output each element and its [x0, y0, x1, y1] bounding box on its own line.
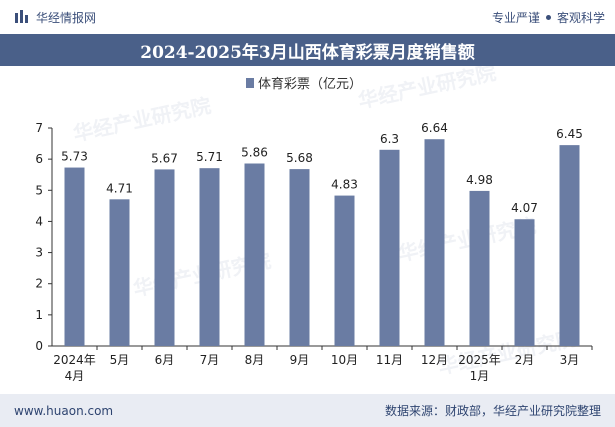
y-tick-label: 7	[35, 121, 43, 135]
x-tick-label: 11月	[376, 353, 403, 367]
bar-data-label: 6.45	[556, 127, 583, 141]
legend-swatch	[246, 78, 254, 88]
bar-data-label: 4.71	[106, 181, 133, 195]
bar	[334, 195, 355, 346]
bar-data-label: 5.71	[196, 150, 223, 164]
bars: 5.73 4.71 5.67 5.71 5.86 5.68 4.83 6.3 6.64 4.98 4…	[61, 121, 583, 346]
bar	[289, 169, 310, 346]
slogan-left: 专业严谨	[491, 10, 540, 25]
x-tick-label: 8月	[245, 353, 265, 367]
bar	[199, 168, 220, 346]
y-tick-label: 6	[35, 152, 43, 166]
bar-data-label: 4.98	[466, 173, 493, 187]
x-tick-label: 2024年 4月	[53, 353, 96, 383]
bar-data-label: 5.67	[151, 151, 178, 165]
bar	[244, 163, 265, 346]
bar-data-label: 4.83	[331, 178, 358, 192]
bar	[559, 145, 580, 346]
bar-data-label: 5.68	[286, 151, 313, 165]
brand-name: 华经情报网	[36, 10, 97, 25]
watermark: 华经产业研究院 华经产业研究院 华经产业研究院 华经产业研究院 华经产业研究院	[71, 66, 578, 379]
legend: 体育彩票（亿元）	[246, 76, 362, 92]
y-tick-label: 5	[35, 183, 43, 197]
top-header: 华经情报网 专业严谨 客观科学	[0, 0, 615, 34]
footer-source: 数据来源：财政部，华经产业研究院整理	[384, 404, 601, 418]
brand: 华经情报网	[14, 9, 96, 26]
brand-logo-icon	[15, 10, 28, 23]
bar	[154, 169, 175, 346]
y-tick-label: 4	[35, 214, 43, 228]
bar	[424, 139, 445, 346]
slogan-right: 客观科学	[556, 10, 605, 25]
y-tick-label: 2	[35, 277, 43, 291]
y-tick-label: 1	[35, 308, 43, 322]
bar-data-label: 6.64	[421, 121, 448, 135]
watermark-text-2: 华经产业研究院	[71, 93, 213, 146]
axes: 0 1 2 3 4 5 6 7 2024年 4月 5月 6月 7月 8月 9月 10月 11月 12月 2025年 1…	[35, 121, 593, 383]
bar-chart: 华经产业研究院 华经产业研究院 华经产业研究院 华经产业研究院 华经产业研究院 …	[35, 66, 593, 383]
x-tick-label: 7月	[200, 353, 220, 367]
bar	[64, 167, 85, 346]
x-tick-label: 3月	[560, 353, 580, 367]
y-tick-label: 3	[35, 246, 43, 260]
x-tick-label: 5月	[110, 353, 130, 367]
bar-data-label: 5.86	[241, 146, 268, 160]
bar	[109, 199, 130, 346]
x-tick-label: 6月	[155, 353, 175, 367]
x-tick-label: 12月	[421, 353, 448, 367]
footer-website: www.huaon.com	[14, 403, 114, 418]
footer: www.huaon.com 数据来源：财政部，华经产业研究院整理	[0, 394, 615, 427]
watermark-text-1: 华经产业研究院	[356, 66, 498, 113]
bar	[514, 219, 535, 346]
bar-data-label: 4.07	[511, 201, 538, 215]
bullet-icon	[545, 14, 551, 20]
legend-label: 体育彩票（亿元）	[258, 76, 362, 92]
slogan: 专业严谨 客观科学	[492, 9, 605, 26]
x-tick-label: 10月	[331, 353, 358, 367]
x-tick-label: 2月	[515, 353, 535, 367]
bar	[379, 149, 400, 346]
bar-data-label: 6.3	[380, 132, 399, 146]
x-tick-label: 9月	[290, 353, 310, 367]
chart-title-bar: 2024-2025年3月山西体育彩票月度销售额	[0, 34, 615, 66]
x-tick-label: 2025年 1月	[458, 353, 501, 383]
bar	[469, 190, 490, 346]
chart-title: 2024-2025年3月山西体育彩票月度销售额	[140, 42, 475, 63]
y-tick-label: 0	[35, 339, 43, 353]
bar-data-label: 5.73	[61, 150, 88, 164]
